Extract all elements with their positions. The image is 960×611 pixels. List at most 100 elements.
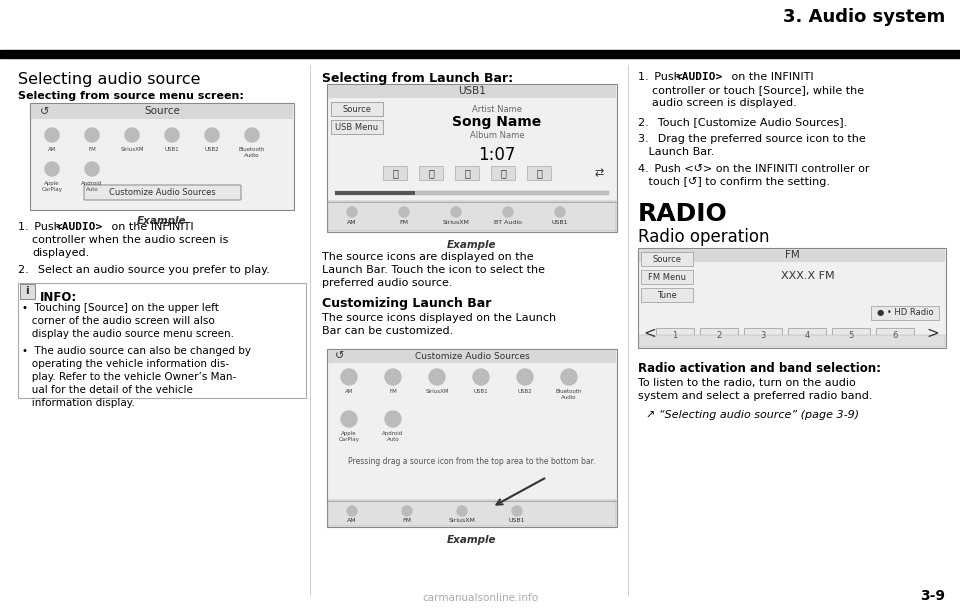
Text: SiriusXM: SiriusXM [443, 219, 469, 224]
Bar [639, 249, 945, 262]
Circle shape [517, 369, 533, 385]
Bar [871, 306, 939, 320]
Text: ↗ “Selecting audio source” (page 3-9): ↗ “Selecting audio source” (page 3-9) [646, 410, 859, 420]
Bar [788, 328, 826, 342]
Text: FM Menu: FM Menu [648, 273, 686, 282]
Text: 4: 4 [804, 331, 809, 340]
Text: FM: FM [784, 251, 800, 260]
Text: ⏭: ⏭ [536, 168, 542, 178]
Text: USB Menu: USB Menu [335, 122, 378, 131]
Circle shape [341, 369, 357, 385]
Text: Customize Audio Sources: Customize Audio Sources [108, 188, 215, 197]
Circle shape [165, 128, 179, 142]
Text: 6: 6 [892, 331, 898, 340]
Text: •  The audio source can also be changed by: • The audio source can also be changed b… [22, 346, 251, 356]
Bar [656, 328, 694, 342]
Text: preferred audio source.: preferred audio source. [322, 278, 452, 288]
Bar [419, 166, 443, 180]
Circle shape [245, 128, 259, 142]
Text: SiriusXM: SiriusXM [448, 518, 475, 522]
Text: 5: 5 [849, 331, 853, 340]
Circle shape [85, 162, 99, 176]
Bar [335, 191, 609, 195]
Text: 3.  Drag the preferred source icon to the: 3. Drag the preferred source icon to the [638, 134, 866, 144]
Text: ⇄: ⇄ [594, 168, 604, 178]
Text: ● • HD Radio: ● • HD Radio [876, 309, 933, 318]
Text: FM: FM [88, 147, 96, 152]
Bar [455, 166, 479, 180]
Text: Radio activation and band selection:: Radio activation and band selection: [638, 362, 881, 375]
Circle shape [451, 207, 461, 217]
Circle shape [205, 128, 219, 142]
Circle shape [429, 369, 445, 385]
Text: ual for the detail of the vehicle: ual for the detail of the vehicle [22, 385, 193, 395]
Circle shape [385, 369, 401, 385]
Text: 2.  Select an audio source you prefer to play.: 2. Select an audio source you prefer to … [18, 265, 270, 275]
Text: <AUDIO>: <AUDIO> [676, 72, 723, 82]
Text: AM: AM [48, 147, 57, 152]
Text: on the INFINITI: on the INFINITI [728, 72, 814, 82]
Text: Example: Example [137, 216, 187, 226]
Text: SiriusXM: SiriusXM [425, 389, 448, 394]
Text: displayed.: displayed. [32, 248, 89, 258]
Circle shape [347, 207, 357, 217]
Circle shape [85, 128, 99, 142]
Bar [832, 328, 870, 342]
Circle shape [555, 207, 565, 217]
Text: Album Name: Album Name [469, 131, 524, 139]
Text: <AUDIO>: <AUDIO> [56, 222, 104, 232]
Text: Selecting from Launch Bar:: Selecting from Launch Bar: [322, 72, 514, 85]
Bar [331, 120, 383, 134]
Text: information display.: information display. [22, 398, 134, 408]
Text: operating the vehicle information dis-: operating the vehicle information dis- [22, 359, 229, 369]
Bar [331, 102, 383, 116]
Circle shape [45, 128, 59, 142]
Text: Example: Example [447, 240, 496, 250]
Circle shape [473, 369, 489, 385]
FancyBboxPatch shape [84, 185, 241, 200]
Text: on the INFINITI: on the INFINITI [108, 222, 194, 232]
Text: •  Touching [Source] on the upper left: • Touching [Source] on the upper left [22, 303, 219, 313]
Text: USB1: USB1 [473, 389, 489, 394]
Text: controller when the audio screen is: controller when the audio screen is [32, 235, 228, 245]
Text: USB1: USB1 [458, 87, 486, 97]
Text: Bar can be customized.: Bar can be customized. [322, 326, 453, 336]
Bar [641, 252, 693, 266]
Text: <: < [643, 326, 656, 340]
Text: system and select a preferred radio band.: system and select a preferred radio band… [638, 391, 873, 401]
Circle shape [457, 506, 467, 516]
Text: i: i [26, 287, 30, 296]
Text: 1. Push: 1. Push [638, 72, 684, 82]
Text: FM: FM [399, 219, 409, 224]
Circle shape [512, 506, 522, 516]
Text: AM: AM [345, 389, 353, 394]
Bar [328, 201, 616, 231]
Bar [327, 84, 617, 232]
Text: Bluetooth
Audio: Bluetooth Audio [556, 389, 583, 400]
Bar [328, 500, 616, 526]
Text: Pressing drag a source icon from the top area to the bottom bar.: Pressing drag a source icon from the top… [348, 457, 596, 466]
Bar [639, 335, 945, 347]
Text: Selecting audio source: Selecting audio source [18, 72, 201, 87]
Text: touch [↺] to confirm the setting.: touch [↺] to confirm the setting. [638, 177, 830, 187]
Text: The source icons are displayed on the: The source icons are displayed on the [322, 252, 534, 262]
Text: 2: 2 [716, 331, 722, 340]
Text: Apple
CarPlay: Apple CarPlay [41, 181, 62, 192]
Text: The source icons displayed on the Launch: The source icons displayed on the Launch [322, 313, 556, 323]
Text: INFO:: INFO: [40, 291, 77, 304]
Circle shape [385, 411, 401, 427]
Bar [30, 103, 294, 210]
Text: 4. Push <↺> on the INFINITI controller or: 4. Push <↺> on the INFINITI controller o… [638, 164, 870, 174]
Bar [641, 270, 693, 284]
Bar [527, 166, 551, 180]
Text: corner of the audio screen will also: corner of the audio screen will also [22, 316, 215, 326]
Bar [335, 191, 415, 195]
Text: >: > [926, 326, 939, 340]
Text: Customizing Launch Bar: Customizing Launch Bar [322, 297, 492, 310]
Text: ⏪: ⏪ [428, 168, 434, 178]
Text: SiriusXM: SiriusXM [120, 147, 144, 152]
Text: USB2: USB2 [517, 389, 532, 394]
Text: 1: 1 [672, 331, 678, 340]
Text: Source: Source [144, 106, 180, 117]
Text: Tune: Tune [658, 290, 677, 299]
